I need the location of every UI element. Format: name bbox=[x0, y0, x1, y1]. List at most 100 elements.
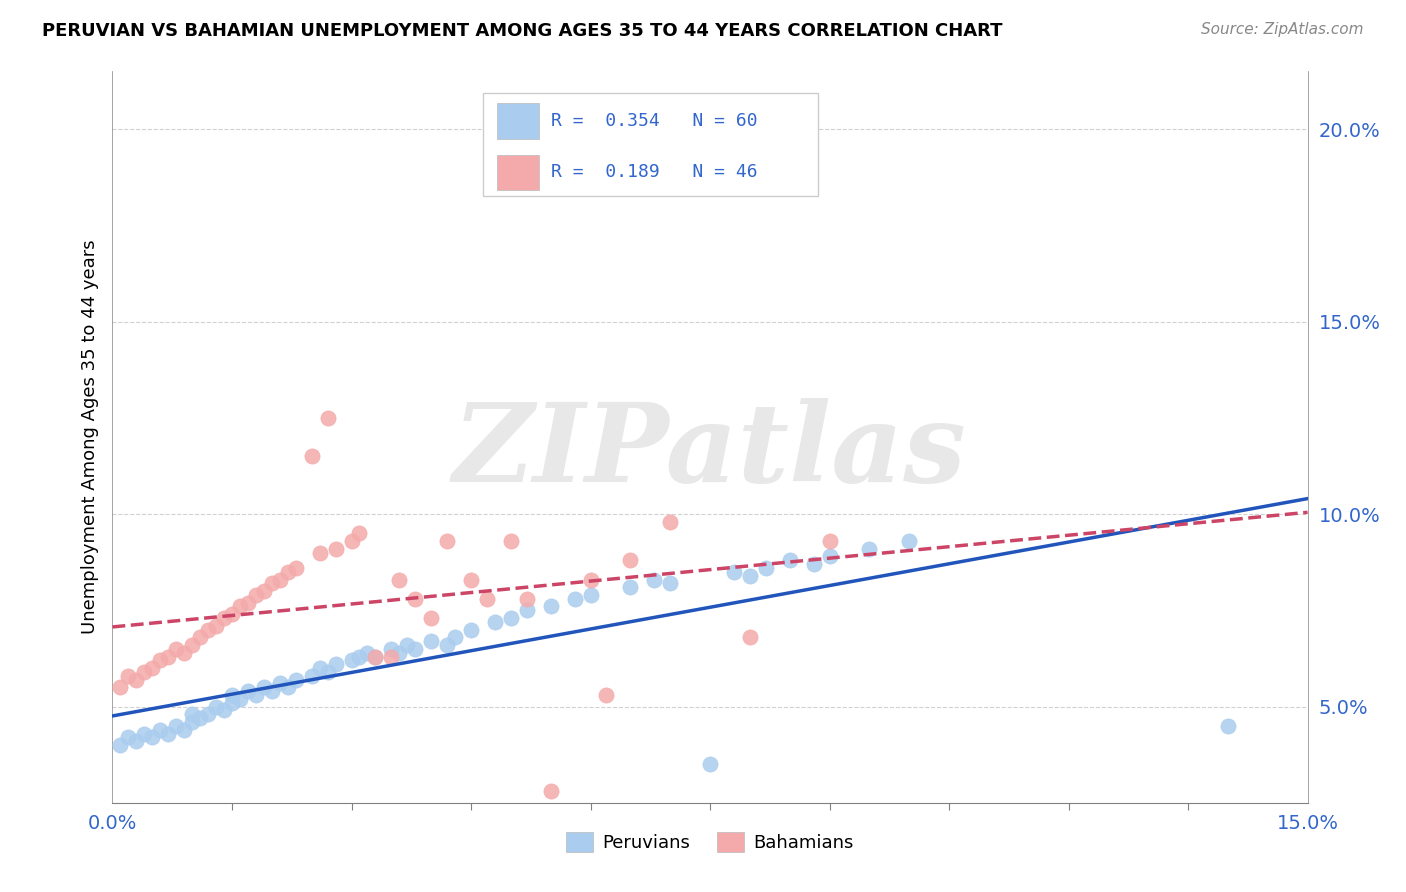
Point bbox=[388, 646, 411, 660]
Point bbox=[499, 611, 522, 625]
Point bbox=[356, 646, 378, 660]
Point bbox=[499, 534, 522, 549]
Point bbox=[579, 588, 602, 602]
FancyBboxPatch shape bbox=[484, 94, 818, 195]
Point bbox=[308, 545, 330, 559]
Point bbox=[245, 688, 267, 702]
Point bbox=[325, 657, 347, 672]
Point bbox=[619, 553, 641, 567]
Point bbox=[173, 646, 195, 660]
Point bbox=[803, 557, 825, 571]
Text: Source: ZipAtlas.com: Source: ZipAtlas.com bbox=[1201, 22, 1364, 37]
Legend: Peruvians, Bahamians: Peruvians, Bahamians bbox=[560, 824, 860, 860]
Point bbox=[364, 649, 387, 664]
Point bbox=[301, 669, 323, 683]
Point bbox=[316, 665, 339, 679]
Point bbox=[236, 684, 259, 698]
Text: PERUVIAN VS BAHAMIAN UNEMPLOYMENT AMONG AGES 35 TO 44 YEARS CORRELATION CHART: PERUVIAN VS BAHAMIAN UNEMPLOYMENT AMONG … bbox=[42, 22, 1002, 40]
Point bbox=[349, 526, 371, 541]
Point bbox=[236, 596, 259, 610]
Point bbox=[420, 611, 443, 625]
Point bbox=[134, 665, 156, 679]
Point bbox=[420, 634, 443, 648]
Point bbox=[898, 534, 921, 549]
Point bbox=[460, 573, 482, 587]
Point bbox=[475, 591, 498, 606]
Point bbox=[181, 714, 204, 729]
Point bbox=[540, 784, 562, 798]
Point bbox=[460, 623, 482, 637]
Point bbox=[444, 630, 467, 644]
Point bbox=[260, 576, 283, 591]
Point bbox=[141, 731, 163, 745]
Point bbox=[755, 561, 778, 575]
Point bbox=[380, 641, 402, 656]
Point bbox=[301, 450, 323, 464]
Point bbox=[818, 534, 841, 549]
Point bbox=[125, 673, 148, 687]
Point bbox=[253, 584, 276, 599]
Point bbox=[349, 649, 371, 664]
Point bbox=[229, 599, 252, 614]
Point bbox=[197, 623, 219, 637]
Point bbox=[619, 580, 641, 594]
Point bbox=[516, 603, 538, 617]
FancyBboxPatch shape bbox=[498, 103, 538, 138]
Text: R =  0.189   N = 46: R = 0.189 N = 46 bbox=[551, 163, 758, 181]
FancyBboxPatch shape bbox=[498, 154, 538, 190]
Point bbox=[380, 649, 402, 664]
Point bbox=[205, 618, 228, 632]
Point bbox=[157, 726, 180, 740]
Point bbox=[308, 661, 330, 675]
Point bbox=[404, 591, 426, 606]
Point bbox=[340, 534, 363, 549]
Point bbox=[165, 641, 187, 656]
Point bbox=[316, 410, 339, 425]
Point bbox=[738, 568, 761, 582]
Point bbox=[540, 599, 562, 614]
Point bbox=[117, 731, 139, 745]
Point bbox=[181, 707, 204, 722]
Point bbox=[325, 541, 347, 556]
Point bbox=[212, 611, 235, 625]
Point bbox=[484, 615, 506, 629]
Text: R =  0.354   N = 60: R = 0.354 N = 60 bbox=[551, 112, 758, 130]
Point bbox=[205, 699, 228, 714]
Point bbox=[197, 707, 219, 722]
Point bbox=[141, 661, 163, 675]
Point bbox=[284, 673, 307, 687]
Point bbox=[269, 573, 291, 587]
Point bbox=[221, 607, 243, 622]
Point bbox=[659, 576, 682, 591]
Point bbox=[858, 541, 880, 556]
Point bbox=[404, 641, 426, 656]
Point bbox=[269, 676, 291, 690]
Y-axis label: Unemployment Among Ages 35 to 44 years: Unemployment Among Ages 35 to 44 years bbox=[80, 240, 98, 634]
Point bbox=[117, 669, 139, 683]
Point bbox=[221, 688, 243, 702]
Point bbox=[340, 653, 363, 667]
Point bbox=[388, 573, 411, 587]
Point bbox=[110, 738, 132, 752]
Point bbox=[738, 630, 761, 644]
Point bbox=[436, 638, 458, 652]
Point bbox=[125, 734, 148, 748]
Point bbox=[212, 703, 235, 717]
Point bbox=[643, 573, 665, 587]
Point bbox=[723, 565, 745, 579]
Point bbox=[188, 630, 211, 644]
Point bbox=[221, 696, 243, 710]
Point bbox=[188, 711, 211, 725]
Point bbox=[277, 681, 299, 695]
Point bbox=[260, 684, 283, 698]
Point bbox=[699, 757, 721, 772]
Point bbox=[659, 515, 682, 529]
Point bbox=[364, 649, 387, 664]
Point bbox=[579, 573, 602, 587]
Point bbox=[436, 534, 458, 549]
Point bbox=[284, 561, 307, 575]
Point bbox=[396, 638, 419, 652]
Point bbox=[181, 638, 204, 652]
Point bbox=[245, 588, 267, 602]
Text: ZIPatlas: ZIPatlas bbox=[453, 398, 967, 506]
